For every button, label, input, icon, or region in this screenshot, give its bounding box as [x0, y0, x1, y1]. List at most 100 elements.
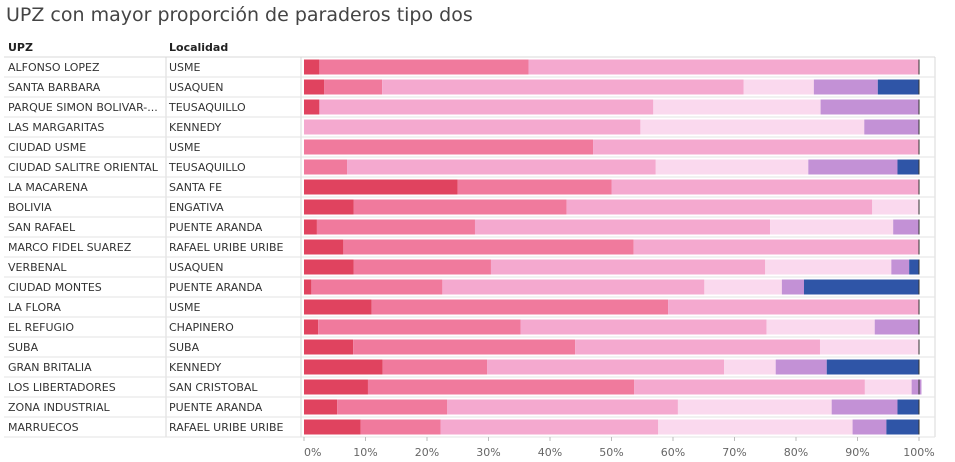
bar-segment-3[interactable]: [593, 139, 919, 155]
bar-segment-1[interactable]: [304, 199, 354, 215]
bar-segment-2[interactable]: [353, 259, 491, 275]
bar-segment-1[interactable]: [304, 379, 368, 395]
bar-segment-5[interactable]: [891, 259, 910, 275]
bar-segment-1[interactable]: [304, 419, 361, 435]
bar-segment-3[interactable]: [382, 79, 744, 95]
bar-segment-4[interactable]: [872, 199, 919, 215]
bar-segment-3[interactable]: [566, 199, 873, 215]
chart-title: UPZ con mayor proporción de paraderos ti…: [6, 4, 473, 26]
bar-segment-3[interactable]: [668, 299, 919, 315]
bar-segment-4[interactable]: [819, 339, 920, 355]
bar-segment-1[interactable]: [304, 399, 338, 415]
bar-segment-2[interactable]: [316, 219, 475, 235]
bar-segment-5[interactable]: [852, 419, 887, 435]
bar-segment-4[interactable]: [704, 279, 782, 295]
bar-segment-1[interactable]: [304, 79, 325, 95]
bar-segment-3[interactable]: [611, 179, 920, 195]
bar-segment-3[interactable]: [304, 119, 641, 135]
x-tick-label: 80%: [784, 446, 808, 459]
bar-segment-5[interactable]: [808, 159, 898, 175]
bar-segment-3[interactable]: [319, 99, 654, 115]
bar-segment-6[interactable]: [886, 419, 919, 435]
bar-segment-3[interactable]: [440, 419, 659, 435]
bar-segment-6[interactable]: [826, 359, 919, 375]
bar-segment-5[interactable]: [813, 79, 878, 95]
bar-segment-3[interactable]: [442, 279, 705, 295]
bar-segment-2[interactable]: [360, 419, 441, 435]
bar-segment-4[interactable]: [724, 359, 776, 375]
bar-segment-6[interactable]: [909, 259, 919, 275]
bar-segment-3[interactable]: [447, 399, 678, 415]
bar-segment-2[interactable]: [382, 359, 488, 375]
bar-segment-5[interactable]: [775, 359, 827, 375]
bar-segment-2[interactable]: [318, 319, 521, 335]
bar-segment-4[interactable]: [640, 119, 865, 135]
bar-segment-3[interactable]: [633, 239, 919, 255]
bar-segment-4[interactable]: [766, 319, 875, 335]
bar-segment-2[interactable]: [371, 299, 669, 315]
x-tick-label: 90%: [845, 446, 869, 459]
localidad-label: KENNEDY: [169, 361, 221, 374]
x-tick-label: 70%: [722, 446, 746, 459]
bar-segment-5[interactable]: [911, 379, 922, 395]
bar-segment-5[interactable]: [893, 219, 919, 235]
bar-segment-2[interactable]: [457, 179, 612, 195]
bar-segment-4[interactable]: [655, 159, 809, 175]
bar-segment-3[interactable]: [474, 219, 771, 235]
bar-segment-3[interactable]: [520, 319, 767, 335]
bar-segment-6[interactable]: [803, 279, 919, 295]
bar-segment-3[interactable]: [487, 359, 725, 375]
bar-segment-4[interactable]: [770, 219, 894, 235]
upz-label: MARCO FIDEL SUAREZ: [8, 241, 132, 254]
x-tick-label: 50%: [599, 446, 623, 459]
bar-segment-6[interactable]: [897, 399, 920, 415]
bar-segment-5[interactable]: [831, 399, 898, 415]
bar-segment-1[interactable]: [304, 99, 320, 115]
upz-label: LOS LIBERTADORES: [8, 381, 116, 394]
bar-segment-2[interactable]: [343, 239, 634, 255]
bar-segment-2[interactable]: [337, 399, 448, 415]
bar-segment-1[interactable]: [304, 59, 320, 75]
table-row: SANTA BARBARA USAQUEN: [4, 79, 935, 98]
bar-segment-1[interactable]: [304, 179, 458, 195]
bar-segment-2[interactable]: [311, 279, 443, 295]
bar-segment-2[interactable]: [367, 379, 635, 395]
bar-segment-2[interactable]: [319, 59, 529, 75]
bar-segment-1[interactable]: [304, 359, 383, 375]
bar-segment-3[interactable]: [575, 339, 820, 355]
localidad-label: USME: [169, 141, 201, 154]
bar-segment-5[interactable]: [874, 319, 919, 335]
bar-segment-4[interactable]: [677, 399, 832, 415]
bar-segment-2[interactable]: [304, 159, 348, 175]
bar-segment-1[interactable]: [304, 319, 319, 335]
bar-segment-2[interactable]: [304, 139, 594, 155]
bar-segment-3[interactable]: [347, 159, 656, 175]
upz-label: SAN RAFAEL: [8, 221, 76, 234]
bar-segment-2[interactable]: [353, 339, 576, 355]
table-row: MARCO FIDEL SUAREZ RAFAEL URIBE URIBE: [4, 239, 935, 258]
bar-segment-1[interactable]: [304, 239, 344, 255]
bar-segment-2[interactable]: [353, 199, 567, 215]
bar-segment-4[interactable]: [658, 419, 853, 435]
bar-segment-3[interactable]: [490, 259, 766, 275]
bar-segment-1[interactable]: [304, 219, 317, 235]
bar-segment-5[interactable]: [864, 119, 919, 135]
table-row: SUBA SUBA: [4, 339, 935, 358]
bar-segment-1[interactable]: [304, 279, 312, 295]
bar-segment-1[interactable]: [304, 299, 372, 315]
bar-segment-2[interactable]: [324, 79, 383, 95]
bar-segment-3[interactable]: [634, 379, 865, 395]
bar-segment-1[interactable]: [304, 259, 354, 275]
table-row: CIUDAD USME USME: [4, 139, 935, 158]
upz-label: VERBENAL: [8, 261, 67, 274]
bar-segment-5[interactable]: [781, 279, 804, 295]
bar-segment-4[interactable]: [864, 379, 912, 395]
bar-segment-5[interactable]: [820, 99, 919, 115]
bar-segment-4[interactable]: [765, 259, 892, 275]
bar-segment-1[interactable]: [304, 339, 354, 355]
bar-segment-3[interactable]: [528, 59, 920, 75]
bar-segment-6[interactable]: [877, 79, 920, 95]
bar-segment-6[interactable]: [897, 159, 920, 175]
bar-segment-4[interactable]: [653, 99, 821, 115]
bar-segment-4[interactable]: [743, 79, 814, 95]
